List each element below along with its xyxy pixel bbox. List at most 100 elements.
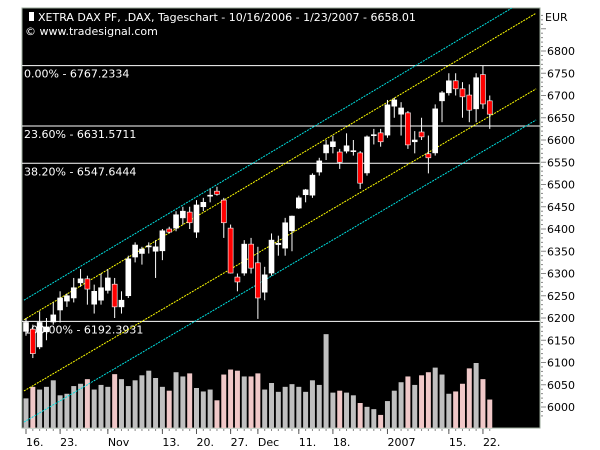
- candle-body: [125, 258, 132, 297]
- volume-bar: [269, 383, 275, 428]
- candle-body: [57, 297, 63, 311]
- volume-bar: [453, 391, 459, 428]
- candle-body: [473, 77, 479, 110]
- candle-body: [227, 227, 234, 274]
- volume-bar: [412, 384, 418, 428]
- candle-body: [98, 287, 104, 301]
- y-tick-label: 6000: [547, 401, 575, 414]
- candle-body: [323, 144, 329, 154]
- candle-body: [398, 107, 404, 115]
- candle-body: [350, 150, 357, 152]
- candle-body: [261, 274, 268, 293]
- y-tick-label: 6350: [547, 245, 575, 258]
- candle-body: [282, 222, 288, 249]
- volume-bar: [91, 389, 97, 428]
- volume-bar: [378, 414, 384, 428]
- candle-body: [316, 160, 323, 173]
- y-tick-label: 6200: [547, 312, 575, 325]
- candle-body: [139, 248, 145, 254]
- volume-bar: [57, 395, 63, 428]
- volume-bar: [439, 374, 445, 428]
- y-tick-label: 6800: [547, 45, 575, 58]
- y-axis-unit: EUR: [545, 11, 568, 24]
- fib-label: 38.20% - 6547.6444: [24, 165, 136, 178]
- volume-bar: [241, 376, 247, 428]
- candle-body: [255, 262, 261, 299]
- channel-line: [23, 119, 537, 423]
- candle-body: [295, 197, 302, 209]
- title-bullet-icon: [29, 12, 34, 21]
- candle-body: [336, 151, 343, 163]
- volume-bar: [112, 374, 118, 428]
- volume-bar: [275, 391, 281, 428]
- candles: [23, 65, 493, 359]
- volume-bar: [214, 400, 220, 428]
- volume-bar: [459, 383, 465, 428]
- volume-bar: [309, 380, 315, 428]
- candle-body: [384, 104, 391, 136]
- x-tick-label: 11.: [299, 436, 317, 449]
- candle-body: [330, 141, 336, 147]
- channel-lines: [23, 8, 537, 423]
- fib-label: 0.00% - 6767.2334: [24, 68, 129, 81]
- fibonacci-levels: 0.00% - 6767.2334 23.60% - 6631.5711 38.20…: [22, 65, 540, 336]
- y-tick-label: 6150: [547, 334, 575, 347]
- volume-bar: [228, 369, 234, 428]
- candle-body: [439, 92, 445, 102]
- fib-label: 100.00% - 6192.3931: [24, 323, 143, 336]
- x-axis: 16. 23. Nov 13. 20. 27. Dec 11. 18. 2007 15. 22.: [25, 429, 500, 449]
- plot-area: [21, 7, 541, 429]
- chart-subtitle: © www.tradesignal.com: [25, 25, 158, 38]
- candle-body: [425, 153, 432, 159]
- candle-body: [36, 322, 43, 348]
- volume-bar: [480, 379, 486, 428]
- y-tick-label: 6300: [547, 268, 575, 281]
- volume-bar: [364, 406, 370, 428]
- volume-bar: [78, 383, 84, 428]
- volume-bar: [187, 373, 193, 428]
- volume-bar: [371, 409, 377, 428]
- volume-bar: [432, 367, 438, 428]
- y-tick-label: 6400: [547, 223, 575, 236]
- candle-body: [357, 152, 363, 184]
- candle-body: [132, 244, 138, 258]
- y-tick-label: 6750: [547, 67, 575, 80]
- candle-body: [418, 131, 425, 138]
- x-tick-label: 20.: [197, 436, 215, 449]
- volume-bar: [173, 372, 179, 428]
- candle-body: [452, 80, 459, 90]
- volume-bar: [303, 391, 309, 428]
- candle-body: [289, 215, 295, 232]
- volume-bar: [30, 386, 36, 428]
- volume-bar: [159, 386, 165, 428]
- volume-bar: [64, 393, 70, 428]
- y-tick-label: 6100: [547, 357, 575, 370]
- volume-bar: [405, 376, 411, 428]
- volume-bar: [391, 390, 397, 428]
- candle-body: [364, 136, 370, 174]
- volume-bar: [248, 376, 254, 428]
- volume-bar: [50, 380, 56, 428]
- volume-bar: [289, 384, 295, 428]
- volume-bar: [446, 393, 452, 428]
- volume-bars: [23, 334, 493, 428]
- candle-body: [391, 99, 398, 107]
- volume-bar: [487, 399, 493, 428]
- candle-body: [207, 194, 213, 197]
- volume-bar: [419, 375, 425, 428]
- volume-bar: [262, 389, 268, 428]
- volume-bar: [146, 370, 152, 428]
- candle-body: [241, 243, 248, 274]
- candle-body: [411, 139, 418, 143]
- x-tick-label: 16.: [26, 436, 44, 449]
- x-tick-label: Nov: [108, 436, 130, 449]
- candle-body: [173, 214, 179, 229]
- volume-bar: [180, 376, 186, 428]
- volume-bar: [282, 386, 288, 428]
- candle-body: [193, 204, 200, 233]
- candle-body: [77, 278, 84, 284]
- y-tick-label: 6550: [547, 156, 575, 169]
- y-tick-label: 6250: [547, 290, 575, 303]
- x-tick-label: 15.: [449, 436, 467, 449]
- candle-body: [220, 199, 227, 224]
